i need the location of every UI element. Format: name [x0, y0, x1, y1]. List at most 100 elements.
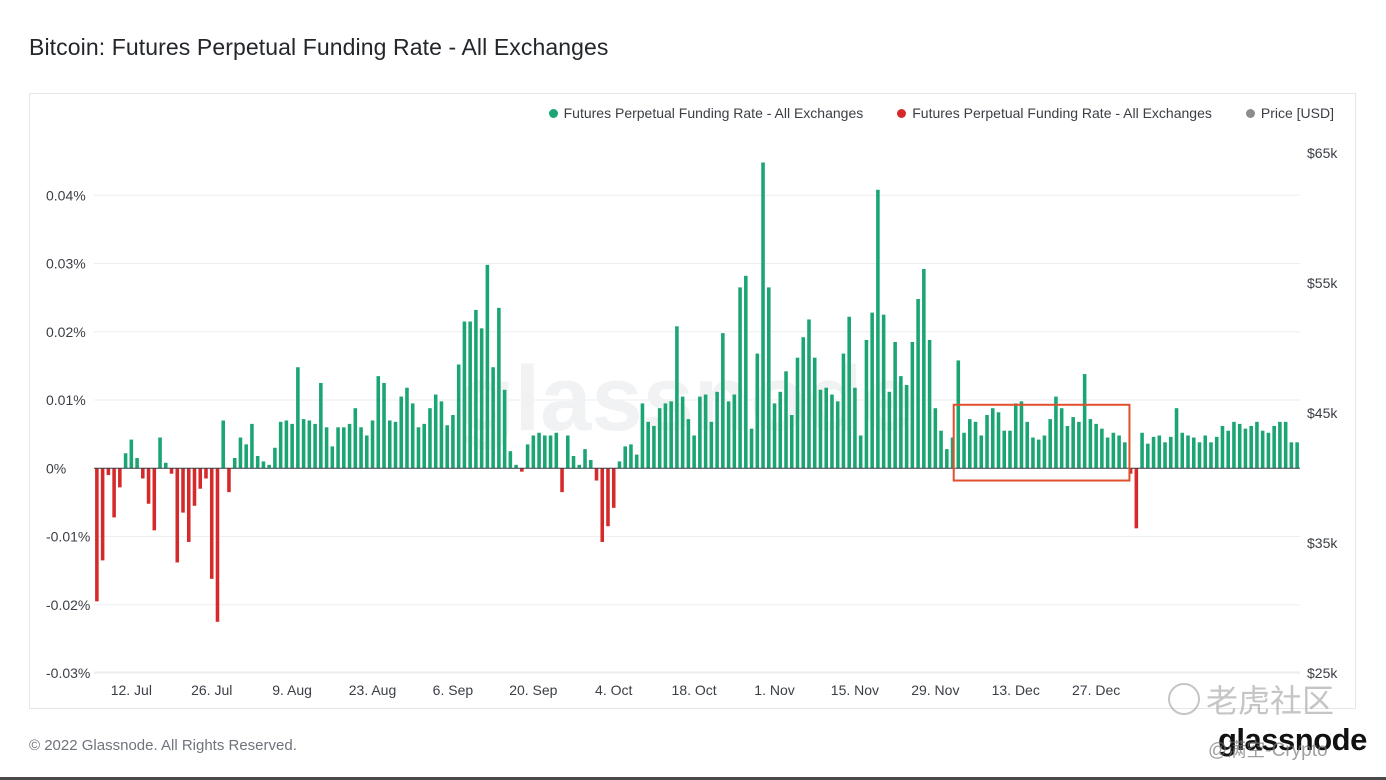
bar-negative — [95, 468, 99, 602]
glassnode-logo: glassnode — [1218, 722, 1367, 757]
bar-positive — [824, 387, 828, 469]
bar-positive — [221, 420, 225, 469]
bar-positive — [479, 328, 484, 469]
bottom-border — [0, 777, 1386, 780]
bar-positive — [1013, 403, 1018, 469]
bar-positive — [634, 454, 639, 469]
bar-positive — [1214, 436, 1219, 469]
legend-dot-red-icon — [897, 108, 907, 118]
bar-positive — [583, 449, 587, 469]
bar-positive — [548, 435, 553, 469]
chart-watermark-text: glassnode — [458, 348, 913, 450]
bar-negative — [600, 468, 605, 542]
bar-positive — [990, 408, 995, 469]
bar-positive — [1255, 421, 1259, 469]
bar-positive — [1059, 408, 1064, 469]
bar-positive — [1169, 436, 1173, 469]
bar-negative — [112, 468, 116, 518]
bar-negative — [100, 468, 105, 561]
bar-positive — [784, 371, 788, 469]
bar-positive — [755, 353, 760, 469]
bar-positive — [657, 408, 662, 469]
bar-positive — [433, 394, 438, 469]
legend-label: Futures Perpetual Funding Rate - All Exc… — [563, 105, 864, 121]
bar-positive — [1036, 439, 1041, 469]
watermark-handle: @满空-Crypto — [1208, 740, 1328, 761]
bar-positive — [933, 408, 938, 469]
bar-positive — [1220, 425, 1225, 469]
bar-positive — [278, 421, 283, 469]
bar-negative — [192, 468, 197, 506]
bar-positive — [319, 382, 323, 469]
x-tick-label: 4. Oct — [595, 682, 632, 698]
bar-positive — [497, 307, 501, 469]
bar-positive — [525, 444, 530, 469]
x-tick-label: 29. Nov — [911, 682, 959, 698]
legend-label: Futures Perpetual Funding Rate - All Exc… — [912, 105, 1212, 121]
bar-positive — [996, 412, 1001, 469]
bar-positive — [640, 403, 645, 469]
bar-positive — [646, 421, 650, 469]
bar-positive — [399, 396, 404, 469]
bar-positive — [1249, 425, 1253, 469]
bar-positive — [1146, 443, 1150, 469]
page-title: Bitcoin: Futures Perpetual Funding Rate … — [29, 34, 609, 60]
bar-positive — [250, 423, 254, 469]
y-right-tick-label: $35k — [1307, 535, 1338, 551]
legend-item-price[interactable]: Price [USD] — [1245, 105, 1334, 121]
bar-positive — [916, 298, 920, 469]
bar-positive — [1197, 442, 1202, 469]
x-tick-label: 20. Sep — [509, 682, 557, 698]
legend-item-funding-positive[interactable]: Futures Perpetual Funding Rate - All Exc… — [548, 105, 864, 121]
bar-positive — [818, 389, 823, 469]
x-tick-label: 12. Jul — [111, 682, 152, 698]
legend-item-funding-negative[interactable]: Futures Perpetual Funding Rate - All Exc… — [897, 105, 1212, 121]
y-left-tick-label: 0.02% — [46, 324, 86, 340]
x-tick-label: 13. Dec — [992, 682, 1040, 698]
bar-positive — [382, 382, 386, 469]
bar-positive — [1295, 442, 1299, 469]
bar-positive — [887, 391, 892, 469]
y-left-tick-label: 0% — [46, 460, 66, 476]
legend-label: Price [USD] — [1260, 105, 1334, 121]
bar-negative — [118, 468, 122, 488]
bar-positive — [244, 444, 248, 469]
bar-positive — [927, 339, 932, 469]
bar-positive — [307, 420, 312, 469]
bar-positive — [881, 314, 886, 469]
bar-positive — [847, 316, 851, 469]
bar-positive — [795, 357, 800, 469]
bar-positive — [502, 389, 507, 469]
bar-positive — [416, 427, 421, 469]
bar-positive — [692, 435, 696, 469]
watermark-logo-icon — [1168, 683, 1200, 715]
bar-positive — [238, 437, 243, 469]
bar-positive — [359, 427, 363, 469]
bar-positive — [1065, 425, 1070, 469]
y-right-tick-label: $25k — [1307, 665, 1338, 681]
bar-positive — [1191, 437, 1196, 469]
bar-positive — [439, 401, 444, 469]
bar-negative — [1128, 468, 1133, 474]
bar-positive — [543, 435, 547, 469]
bar-positive — [284, 420, 289, 469]
bar-positive — [749, 428, 754, 469]
bar-positive — [1025, 421, 1029, 469]
legend-dot-green-icon — [548, 108, 558, 118]
x-tick-label: 9. Aug — [272, 682, 312, 698]
bar-positive — [330, 446, 335, 469]
bar-positive — [1002, 430, 1007, 469]
bar-positive — [1123, 442, 1127, 469]
bar-positive — [1088, 419, 1093, 469]
bar-positive — [835, 401, 840, 469]
bar-positive — [945, 449, 949, 469]
bar-positive — [1105, 437, 1110, 469]
bar-positive — [841, 353, 846, 469]
bar-positive — [1278, 421, 1282, 469]
bar-positive — [956, 360, 961, 469]
bar-positive — [744, 275, 748, 469]
bar-negative — [227, 468, 231, 493]
bar-negative — [215, 468, 220, 622]
bar-positive — [164, 462, 168, 469]
bar-positive — [732, 394, 737, 469]
